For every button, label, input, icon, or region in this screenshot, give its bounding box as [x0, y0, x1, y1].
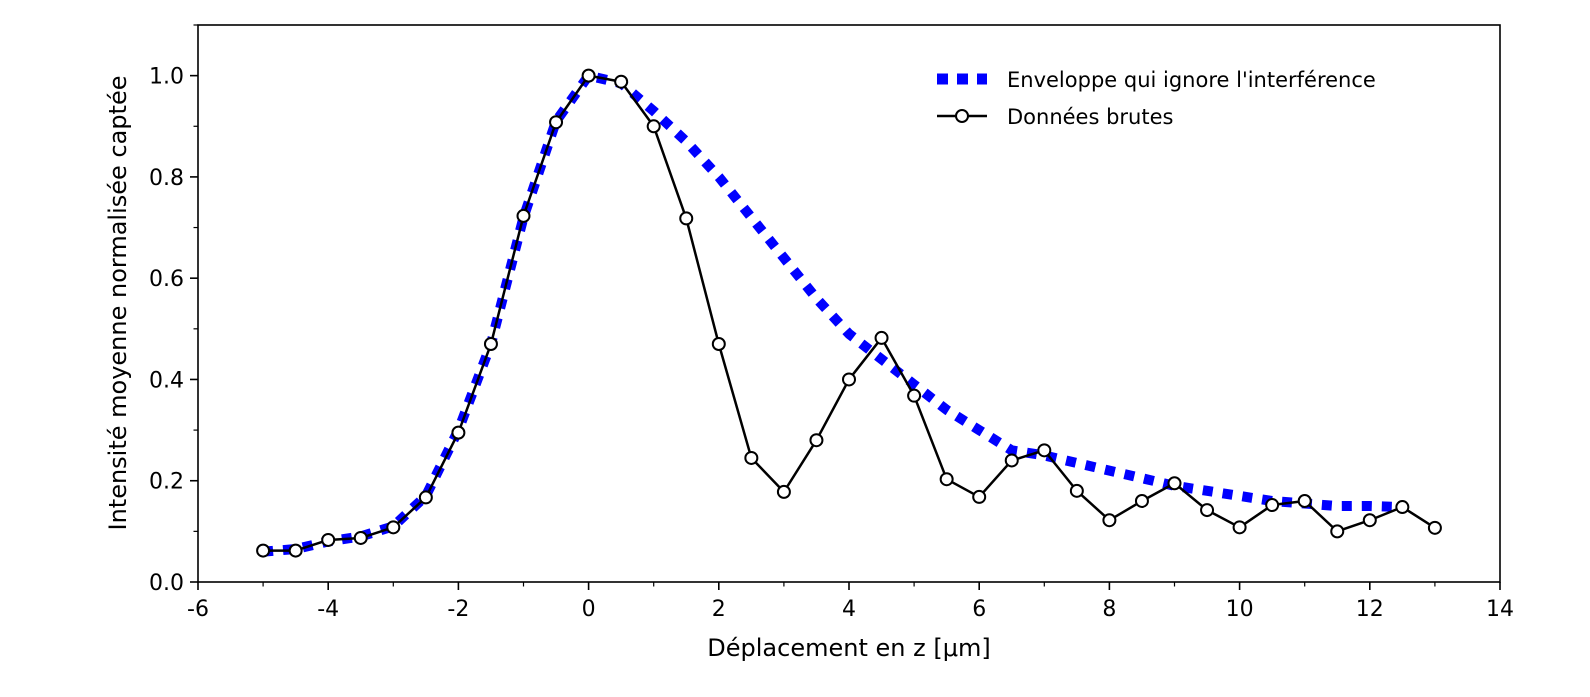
x-tick-label: 4: [842, 597, 856, 622]
data-point: [1330, 524, 1345, 539]
y-axis-label: Intensité moyenne normalisée captée: [104, 75, 132, 530]
legend-label-envelope: Enveloppe qui ignore l'interférence: [1007, 68, 1376, 92]
y-tick-label: 0.2: [149, 470, 184, 495]
data-point: [581, 68, 596, 83]
data-point: [321, 532, 336, 547]
y-axis: 0.0 0.2 0.4 0.6 0.8 1.0: [149, 24, 198, 596]
y-tick-label: 0.0: [149, 571, 184, 596]
x-tick-label: 10: [1226, 597, 1254, 622]
data-point: [874, 330, 889, 345]
data-point: [549, 115, 564, 130]
x-tick-label: 14: [1486, 597, 1514, 622]
legend-label-raw: Données brutes: [1007, 105, 1173, 129]
data-point: [1134, 493, 1149, 508]
plot-area: [198, 25, 1500, 582]
legend: Enveloppe qui ignore l'interférence Donn…: [937, 68, 1376, 129]
data-point: [711, 337, 726, 352]
data-point: [809, 433, 824, 448]
x-tick-label: 12: [1356, 597, 1384, 622]
data-point: [1395, 500, 1410, 515]
data-point: [614, 74, 629, 89]
data-point: [1037, 443, 1052, 458]
data-point: [939, 472, 954, 487]
legend-marker-raw: [955, 109, 969, 123]
data-point: [1004, 453, 1019, 468]
data-point: [353, 530, 368, 545]
data-point: [646, 119, 661, 134]
data-point: [386, 520, 401, 535]
data-point: [1167, 476, 1182, 491]
x-tick-label: 8: [1102, 597, 1116, 622]
x-axis-label: Déplacement en z [μm]: [707, 634, 990, 662]
x-tick-label: 6: [972, 597, 986, 622]
data-point: [451, 425, 466, 440]
y-tick-label: 0.4: [149, 368, 184, 393]
data-point: [907, 388, 922, 403]
x-tick-label: 0: [582, 597, 596, 622]
data-point: [1362, 513, 1377, 528]
x-tick-label: -2: [447, 597, 469, 622]
x-axis: -6 -4 -2 0 2 4 6 8 10 12 14: [187, 582, 1514, 622]
x-tick-label: 2: [712, 597, 726, 622]
data-point: [1232, 520, 1247, 535]
data-point: [679, 211, 694, 226]
data-point: [483, 337, 498, 352]
series-envelope-line: [262, 70, 1403, 557]
data-point: [256, 543, 271, 558]
data-point: [288, 543, 303, 558]
series-layer: [256, 68, 1442, 558]
x-tick-label: -6: [187, 597, 209, 622]
data-point: [418, 490, 433, 505]
data-point: [1102, 513, 1117, 528]
data-point: [516, 208, 531, 223]
data-point: [842, 372, 856, 387]
data-point: [744, 450, 759, 465]
data-point: [1200, 503, 1215, 518]
data-point: [1427, 520, 1442, 535]
data-point: [972, 489, 987, 504]
y-tick-label: 0.8: [149, 166, 184, 191]
y-tick-label: 0.6: [149, 267, 184, 292]
data-point: [776, 484, 791, 499]
y-tick-label: 1.0: [149, 65, 184, 90]
data-point: [1297, 493, 1312, 508]
data-point: [1069, 483, 1084, 498]
x-tick-label: -4: [317, 597, 339, 622]
data-point: [1265, 498, 1280, 513]
